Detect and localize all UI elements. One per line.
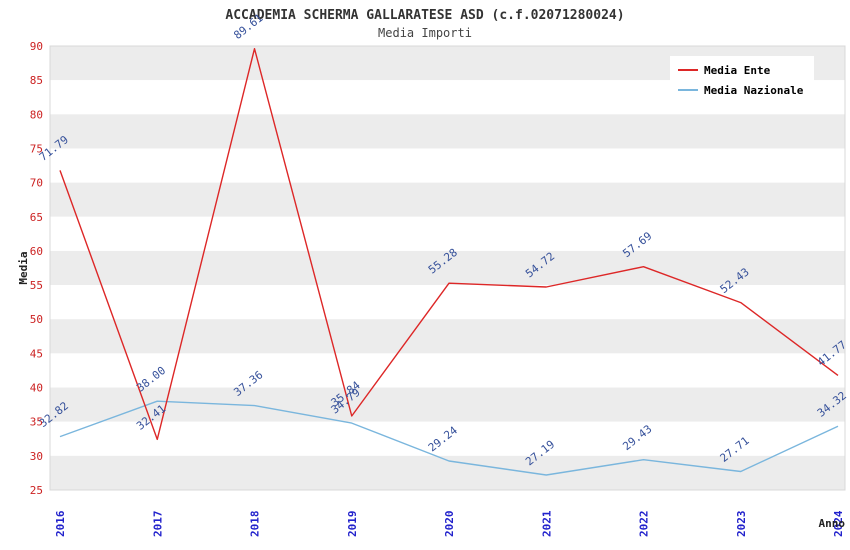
y-axis-ticks: 25 30 35 40 45 50 55 60 65 70 75 80 85 90 — [30, 40, 43, 497]
svg-text:65: 65 — [30, 211, 43, 224]
svg-text:85: 85 — [30, 74, 43, 87]
svg-text:2023: 2023 — [735, 511, 748, 538]
plot-bands — [50, 46, 845, 490]
x-axis-title: Anno — [819, 517, 846, 530]
svg-text:2016: 2016 — [54, 510, 67, 537]
plot-frame — [49, 45, 846, 491]
svg-text:90: 90 — [30, 40, 43, 53]
svg-text:60: 60 — [30, 245, 43, 258]
legend: Media Ente Media Nazionale — [670, 56, 814, 102]
svg-text:45: 45 — [30, 347, 43, 360]
svg-text:80: 80 — [30, 108, 43, 121]
svg-text:2018: 2018 — [249, 511, 262, 538]
svg-text:2020: 2020 — [443, 511, 456, 538]
svg-text:Media Nazionale: Media Nazionale — [704, 84, 804, 97]
svg-text:35: 35 — [30, 416, 43, 429]
svg-text:70: 70 — [30, 177, 43, 190]
svg-text:75: 75 — [30, 142, 43, 155]
svg-text:2017: 2017 — [151, 511, 164, 538]
x-axis-ticks: 2016 2017 2018 2019 2020 2021 2022 2023 2024 — [54, 510, 845, 537]
y-axis-title: Media — [17, 251, 30, 284]
svg-text:55: 55 — [30, 279, 43, 292]
chart-title: ACCADEMIA SCHERMA GALLARATESE ASD (c.f.0… — [225, 8, 624, 23]
chart-subtitle: Media Importi — [378, 26, 472, 40]
svg-text:2024: 2024 — [832, 510, 845, 537]
series-lines — [59, 48, 839, 476]
svg-text:40: 40 — [30, 382, 43, 395]
svg-text:2019: 2019 — [346, 511, 359, 538]
svg-text:2022: 2022 — [638, 511, 651, 538]
svg-text:30: 30 — [30, 450, 43, 463]
svg-text:Media Ente: Media Ente — [704, 64, 771, 77]
svg-text:50: 50 — [30, 313, 43, 326]
svg-text:2021: 2021 — [540, 510, 553, 537]
svg-text:25: 25 — [30, 484, 43, 497]
